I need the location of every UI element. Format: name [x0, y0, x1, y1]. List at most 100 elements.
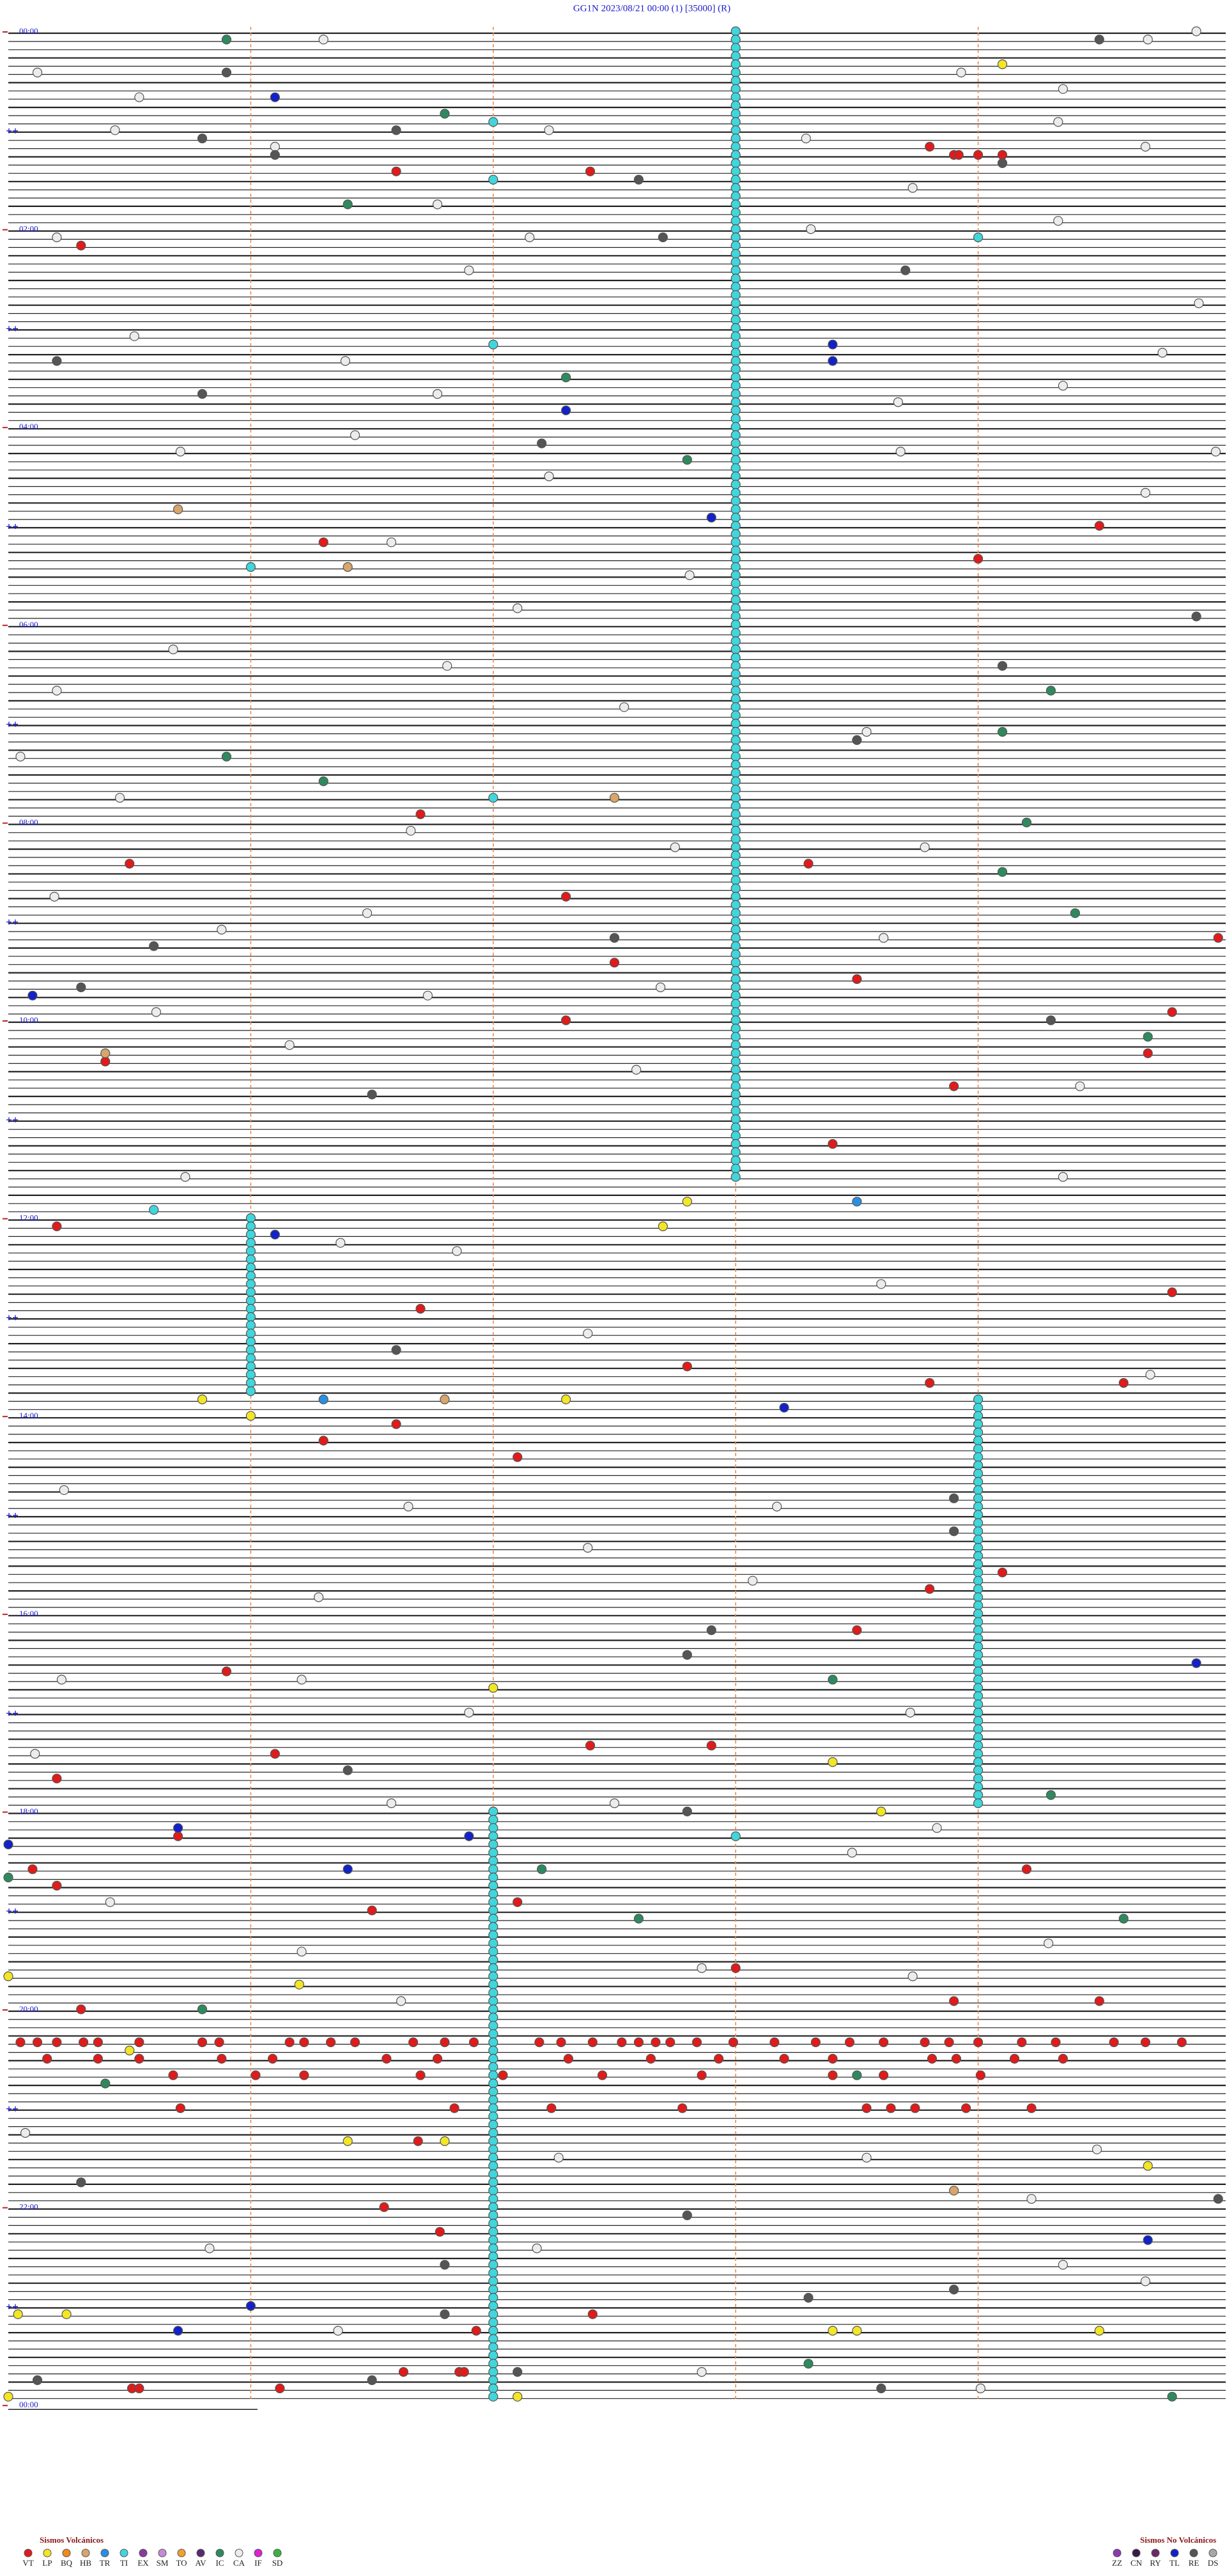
event-marker — [730, 59, 741, 70]
event-marker — [730, 1040, 741, 1050]
time-label: 02:00 — [19, 224, 38, 234]
event-marker — [730, 323, 741, 334]
event-marker — [488, 1979, 498, 1989]
event-marker — [20, 2128, 31, 2138]
event-marker — [920, 2037, 930, 2048]
event-marker — [245, 1279, 256, 1289]
event-marker — [730, 1123, 741, 1133]
event-marker — [920, 842, 930, 852]
event-marker — [730, 644, 741, 655]
event-marker — [730, 867, 741, 877]
time-label: 12:00 — [19, 1213, 38, 1223]
event-marker — [730, 611, 741, 622]
event-marker — [1026, 2103, 1037, 2113]
event-marker — [973, 1411, 984, 1421]
event-marker — [779, 2053, 789, 2064]
event-marker — [534, 2037, 544, 2048]
time-label: 14:00 — [19, 1411, 38, 1420]
event-marker — [585, 1740, 596, 1751]
event-marker — [379, 2202, 389, 2212]
event-marker — [861, 2103, 872, 2113]
event-marker — [828, 2053, 838, 2064]
event-marker — [100, 1048, 111, 1059]
event-marker — [1118, 1913, 1129, 1924]
event-marker — [973, 1617, 984, 1627]
event-marker — [633, 2037, 644, 2048]
event-marker — [464, 1708, 474, 1718]
event-marker — [197, 2004, 208, 2014]
event-marker — [730, 34, 741, 45]
legend-swatch — [1170, 2549, 1179, 2557]
event-marker — [730, 1130, 741, 1141]
event-marker — [1017, 2037, 1027, 2048]
event-marker — [706, 1625, 716, 1636]
event-marker — [730, 381, 741, 391]
event-marker — [730, 487, 741, 498]
event-marker — [100, 1056, 111, 1067]
event-marker — [488, 2037, 498, 2048]
event-marker — [314, 1592, 324, 1602]
event-marker — [362, 908, 373, 918]
event-marker — [3, 2391, 13, 2402]
legend-label: CN — [1131, 2558, 1143, 2568]
event-marker — [730, 669, 741, 679]
event-marker — [1092, 2144, 1102, 2154]
event-marker — [730, 84, 741, 94]
event-marker — [932, 1823, 942, 1833]
event-marker — [973, 1658, 984, 1668]
event-marker — [730, 521, 741, 531]
event-marker — [730, 216, 741, 226]
event-marker — [975, 2070, 985, 2080]
event-marker — [52, 686, 62, 696]
event-marker — [706, 1740, 716, 1751]
event-marker — [245, 1254, 256, 1264]
event-marker — [415, 2070, 426, 2080]
event-marker — [134, 2383, 144, 2393]
event-marker — [537, 438, 547, 448]
event-marker — [973, 1798, 984, 1809]
event-marker — [197, 2037, 208, 2048]
event-marker — [1210, 447, 1221, 457]
event-marker — [1021, 1864, 1032, 1874]
event-marker — [488, 1683, 498, 1693]
event-marker — [488, 1955, 498, 1965]
event-marker — [730, 413, 741, 424]
legend-swatch — [1113, 2549, 1122, 2557]
event-marker — [386, 537, 397, 548]
legend-swatch — [196, 2549, 205, 2557]
legend-label: SM — [157, 2558, 169, 2568]
event-marker — [406, 825, 416, 836]
event-marker — [1191, 611, 1201, 622]
legend-label: VT — [22, 2558, 33, 2568]
event-marker — [617, 2037, 627, 2048]
event-marker — [1094, 2326, 1104, 2336]
event-marker — [488, 2301, 498, 2311]
event-marker — [730, 636, 741, 647]
legend-label: IC — [216, 2558, 224, 2568]
event-marker — [488, 2251, 498, 2262]
event-marker — [488, 2268, 498, 2278]
event-marker — [546, 2103, 557, 2113]
event-marker — [655, 982, 666, 993]
event-marker — [730, 570, 741, 581]
event-marker — [730, 388, 741, 399]
event-marker — [1053, 117, 1063, 127]
legend-label: DS — [1208, 2558, 1219, 2568]
event-marker — [408, 2037, 419, 2048]
event-marker — [488, 1856, 498, 1866]
legend-label: HB — [80, 2558, 91, 2568]
event-marker — [997, 726, 1008, 737]
legend-swatch — [273, 2549, 282, 2557]
event-marker — [973, 150, 984, 160]
event-marker — [973, 1650, 984, 1660]
event-marker — [973, 1419, 984, 1429]
event-marker — [464, 265, 474, 275]
event-marker — [175, 2103, 185, 2113]
event-marker — [52, 2037, 62, 2048]
event-marker — [730, 982, 741, 993]
event-marker — [488, 1864, 498, 1874]
event-marker — [513, 603, 523, 613]
event-marker — [488, 2227, 498, 2237]
event-marker — [197, 134, 208, 144]
